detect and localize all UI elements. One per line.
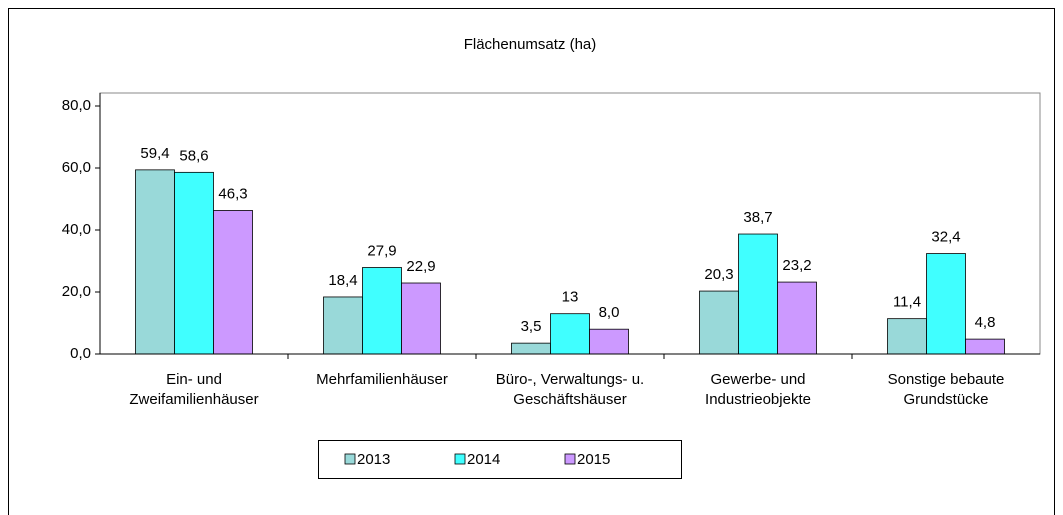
value-label: 46,3 — [218, 185, 247, 202]
bar — [550, 313, 590, 355]
value-label: 20,3 — [704, 266, 733, 283]
chart-title: Flächenumsatz (ha) — [464, 36, 597, 53]
bar — [926, 253, 966, 355]
legend-swatch — [564, 453, 576, 465]
x-tick-label-line: Gewerbe- und — [710, 371, 805, 388]
x-tick-label: Büro-, Verwaltungs- u. Geschäftshäuser — [496, 371, 644, 408]
bar — [323, 296, 363, 355]
bar — [362, 267, 402, 355]
value-label: 59,4 — [140, 145, 169, 162]
bar — [589, 328, 629, 355]
x-tick-label-line: Grundstücke — [903, 391, 988, 408]
x-tick-label: Sonstige bebaute Grundstücke — [888, 371, 1005, 408]
bar — [511, 342, 551, 355]
legend — [318, 440, 682, 479]
value-label: 22,9 — [406, 258, 435, 275]
bar — [213, 210, 253, 355]
value-label: 23,2 — [782, 257, 811, 274]
x-tick-label: Ein- und Zweifamilienhäuser — [129, 371, 258, 408]
x-tick-label-line: Ein- und — [166, 371, 222, 388]
value-label: 8,0 — [599, 304, 620, 321]
x-tick-label-line: Zweifamilienhäuser — [129, 391, 258, 408]
value-label: 27,9 — [367, 242, 396, 259]
bar — [777, 281, 817, 355]
y-tick-label: 40,0 — [62, 221, 91, 238]
y-tick-label: 20,0 — [62, 283, 91, 300]
x-tick-label-line: Büro-, Verwaltungs- u. — [496, 371, 644, 388]
value-label: 4,8 — [975, 314, 996, 331]
value-label: 13 — [562, 289, 579, 306]
plot-area — [99, 92, 1041, 355]
value-label: 32,4 — [931, 229, 960, 246]
bar — [965, 338, 1005, 355]
bar — [887, 318, 927, 355]
value-label: 18,4 — [328, 272, 357, 289]
legend-swatch — [344, 453, 356, 465]
x-tick-label: Mehrfamilienhäuser — [316, 371, 448, 388]
bar — [135, 169, 175, 355]
bar — [401, 282, 441, 355]
bar — [174, 171, 214, 355]
x-tick-label-line: Industrieobjekte — [705, 391, 811, 408]
y-tick-label: 0,0 — [70, 345, 91, 362]
value-label: 58,6 — [179, 147, 208, 164]
x-tick-label-line: Mehrfamilienhäuser — [316, 371, 448, 388]
value-label: 11,4 — [893, 294, 921, 311]
legend-label: 2013 — [357, 451, 390, 468]
legend-swatch — [454, 453, 466, 465]
bar — [738, 233, 778, 355]
value-label: 3,5 — [521, 318, 542, 335]
y-tick-label: 60,0 — [62, 159, 91, 176]
y-tick-label: 80,0 — [62, 97, 91, 114]
x-tick-label-line: Geschäftshäuser — [513, 391, 626, 408]
legend-label: 2014 — [467, 451, 500, 468]
x-tick-label-line: Sonstige bebaute — [888, 371, 1005, 388]
bar — [699, 290, 739, 355]
x-tick-label: Gewerbe- und Industrieobjekte — [705, 371, 811, 408]
legend-label: 2015 — [577, 451, 610, 468]
value-label: 38,7 — [743, 209, 772, 226]
